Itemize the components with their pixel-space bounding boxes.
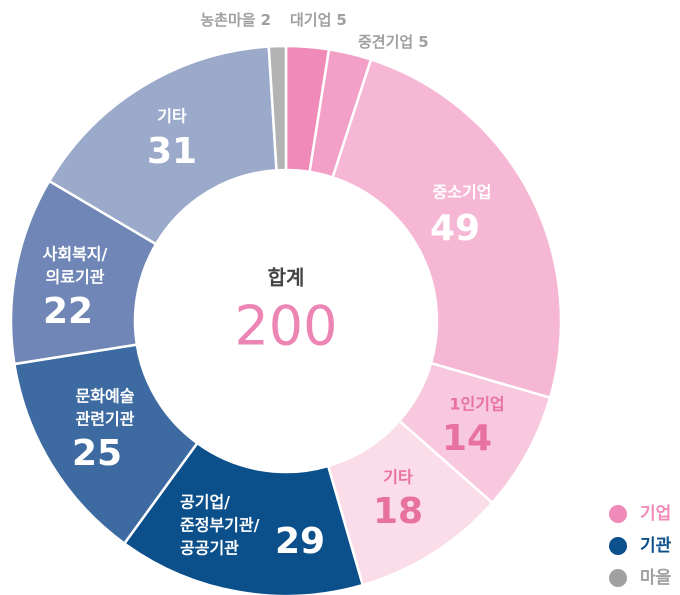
segment-label: 사회복지/	[43, 245, 108, 264]
segment-value: 18	[373, 491, 423, 532]
segment-label: 1인기업	[449, 395, 504, 414]
legend-swatch	[609, 537, 627, 555]
segment-label: 기타	[157, 107, 187, 126]
total-value: 200	[234, 295, 337, 358]
legend-label: 마을	[640, 568, 672, 588]
segment-label: 중소기업	[433, 183, 492, 202]
segment-label: 농촌마을 2	[200, 11, 271, 29]
segment-label-value: 5	[418, 33, 428, 51]
segment-label: 대기업 5	[290, 11, 347, 29]
segment-label-value: 2	[261, 11, 271, 29]
donut-segment	[122, 441, 365, 595]
total-label: 합계	[268, 266, 305, 290]
segment-label-name: 중견기업	[358, 33, 413, 51]
segment-label: 관련기관	[76, 410, 135, 429]
segment-value: 25	[72, 433, 122, 474]
segment-label: 공기업/	[180, 493, 230, 512]
legend-label: 기업	[640, 504, 671, 524]
segment-label: 중견기업 5	[358, 33, 429, 51]
donut-segment	[267, 44, 288, 172]
legend-swatch	[609, 505, 627, 523]
segment-label-name: 대기업	[290, 11, 331, 29]
segment-label: 문화예술	[76, 387, 135, 406]
segment-label: 공공기관	[180, 539, 239, 558]
segment-value: 14	[442, 418, 492, 459]
legend-swatch	[609, 569, 627, 587]
segment-label: 의료기관	[46, 268, 105, 287]
segment-value: 49	[430, 208, 480, 249]
legend-label: 기관	[640, 536, 672, 556]
segment-value: 22	[43, 291, 93, 332]
segment-label-value: 5	[336, 11, 346, 29]
segment-value: 29	[275, 521, 325, 562]
segment-value: 31	[147, 131, 197, 172]
donut-segment	[47, 45, 278, 246]
segment-label: 준정부기관/	[180, 516, 260, 535]
donut-segment	[331, 57, 563, 400]
segment-label: 기타	[383, 468, 413, 487]
segment-label-name: 농촌마을	[200, 11, 255, 29]
